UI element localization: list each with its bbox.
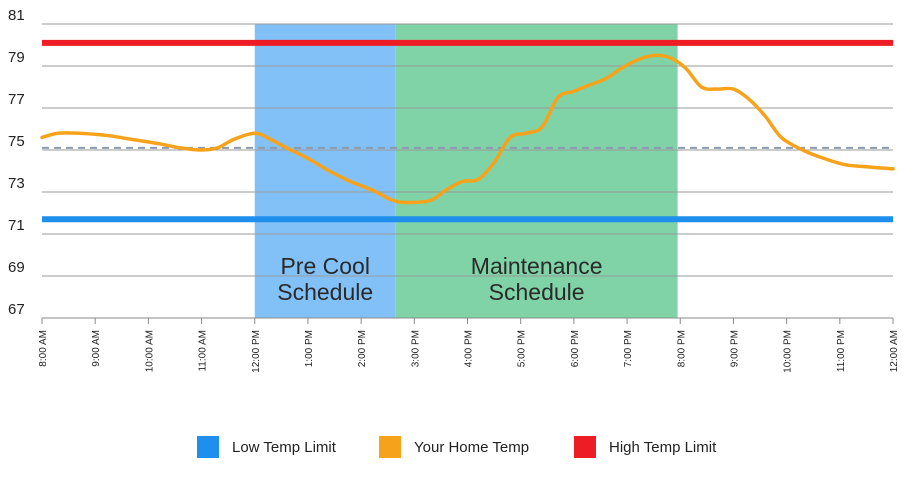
y-tick-label-75: 75 [8,133,25,150]
series-lines [40,53,895,205]
x-tick-label-8: 4:00 PM [464,330,475,367]
x-tick-label-11: 7:00 PM [623,330,634,367]
x-tick-label-7: 3:00 PM [410,330,421,367]
x-tick-label-4: 12:00 PM [251,330,262,373]
region-label-0-line-0: Pre Cool [280,253,369,279]
region-1 [395,24,678,318]
legend-swatch-low-temp-limit [197,436,219,458]
legend-label-your-home-temp: Your Home Temp [414,439,529,456]
legend-swatch-high-temp-limit [574,436,596,458]
your-home-temp-line [40,53,895,205]
x-tick-label-6: 2:00 PM [357,330,368,367]
y-tick-label-71: 71 [8,217,25,234]
x-tick-label-5: 1:00 PM [304,330,315,367]
x-tick-label-1: 9:00 AM [91,330,102,367]
legend-label-high-temp-limit: High Temp Limit [609,439,717,456]
y-tick-label-81: 81 [8,7,25,24]
region-label-1-line-0: Maintenance [471,253,603,279]
x-axis: 8:00 AM 9:00 AM 10:00 AM 11:00 AM 12:00 PM 1:… [38,317,900,373]
x-tick-label-14: 10:00 PM [783,330,794,373]
x-tick-label-9: 5:00 PM [517,330,528,367]
x-tick-label-15: 11:00 PM [836,330,847,372]
legend-swatch-your-home-temp [379,436,401,458]
x-tick-label-13: 9:00 PM [729,330,740,367]
x-tick-label-3: 11:00 AM [198,330,209,372]
x-tick-label-16: 12:00 AM [889,330,900,372]
y-tick-label-73: 73 [8,175,25,192]
region-label-1-line-1: Schedule [489,279,585,305]
y-tick-label-69: 69 [8,259,25,276]
schedule-regions [254,24,678,318]
reference-lines [42,39,893,223]
x-tick-label-0: 8:00 AM [38,330,49,367]
region-0 [254,24,396,318]
x-tick-label-10: 6:00 PM [570,330,581,367]
x-tick-label-12: 8:00 PM [676,330,687,367]
y-tick-label-67: 67 [8,301,25,318]
x-tick-label-2: 10:00 AM [144,330,155,372]
region-label-0-line-1: Schedule [277,279,373,305]
y-axis-tick-labels: 81 79 77 75 73 71 69 67 [8,7,25,318]
legend-label-low-temp-limit: Low Temp Limit [232,439,337,456]
legend: Low Temp Limit Your Home Temp High Temp Li… [197,436,717,458]
y-tick-label-79: 79 [8,49,25,66]
y-tick-label-77: 77 [8,91,25,108]
